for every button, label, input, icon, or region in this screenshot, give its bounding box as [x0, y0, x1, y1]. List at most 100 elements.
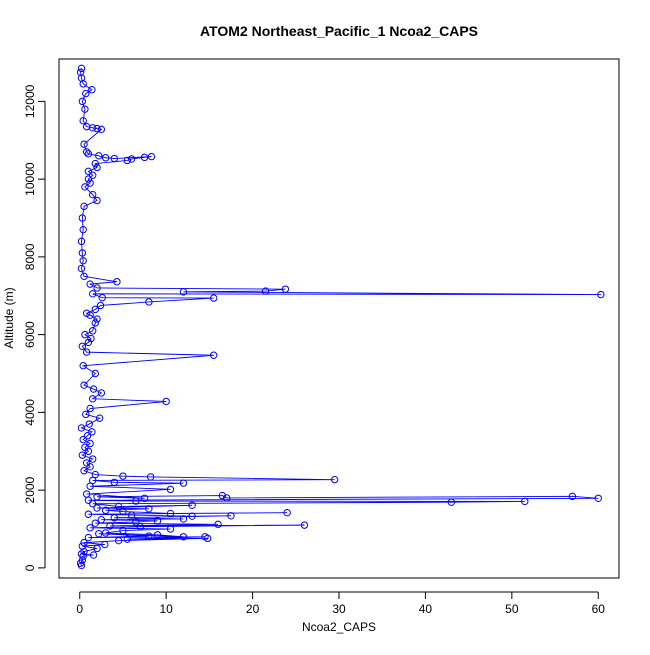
data-point — [80, 467, 88, 475]
data-point — [110, 478, 119, 487]
y-axis-label: Altitude (m) — [2, 287, 16, 348]
data-point — [93, 124, 101, 133]
data-point — [594, 494, 602, 503]
data-point — [83, 432, 92, 440]
data-point — [84, 510, 93, 518]
data-point — [261, 287, 270, 295]
data-point — [84, 338, 93, 347]
data-point — [227, 512, 235, 520]
data-point — [80, 538, 88, 547]
data-point — [222, 494, 231, 502]
data-point — [179, 288, 188, 296]
y-tick-label: 0 — [23, 564, 37, 571]
data-point — [91, 159, 99, 168]
plot-frame — [58, 58, 620, 579]
data-point — [77, 64, 86, 73]
data-point — [97, 389, 106, 397]
data-point — [77, 237, 86, 246]
data-point — [91, 470, 99, 479]
chart-title: ATOM2 Northeast_Pacific_1 Ncoa2_CAPS — [200, 23, 478, 39]
data-point — [81, 330, 89, 339]
data-point — [88, 86, 96, 94]
data-point — [81, 105, 89, 113]
data-point — [87, 334, 95, 343]
data-point — [140, 494, 149, 503]
data-point — [179, 479, 188, 487]
data-point — [89, 171, 97, 179]
data-point — [95, 529, 103, 538]
data-point — [140, 153, 149, 162]
data-point — [84, 150, 93, 158]
data-point — [97, 515, 106, 524]
data-point — [82, 89, 90, 98]
series-layer — [76, 64, 605, 570]
data-point — [597, 290, 605, 299]
data-point — [82, 122, 91, 131]
data-point — [95, 152, 103, 160]
data-point — [93, 493, 101, 501]
data-point — [101, 540, 109, 549]
x-tick-label: 50 — [505, 602, 519, 616]
data-point — [89, 455, 97, 463]
data-point — [188, 501, 196, 510]
data-point — [110, 514, 119, 522]
y-tick-label: 6000 — [23, 321, 37, 348]
data-point — [188, 512, 196, 520]
data-point — [300, 521, 309, 529]
data-point — [89, 385, 98, 393]
data-point — [179, 515, 188, 523]
data-point — [85, 420, 93, 428]
data-point — [153, 531, 162, 539]
data-point — [79, 435, 87, 444]
data-point — [447, 498, 456, 506]
data-point — [89, 190, 97, 199]
data-point — [78, 97, 87, 106]
data-point — [123, 156, 131, 165]
data-point — [521, 497, 529, 506]
data-point — [91, 519, 99, 527]
data-point — [98, 294, 106, 302]
data-point — [84, 533, 93, 542]
y-tick-label: 8000 — [23, 243, 37, 270]
data-point — [82, 490, 91, 498]
data-point — [89, 290, 97, 298]
data-point — [209, 351, 218, 359]
data-point — [91, 319, 99, 327]
data-point — [77, 264, 86, 273]
x-tick-label: 60 — [592, 602, 606, 616]
data-point — [78, 342, 87, 350]
data-point — [166, 509, 175, 518]
data-point — [86, 439, 94, 448]
data-point — [145, 298, 153, 306]
data-point — [82, 309, 91, 317]
data-point — [78, 451, 87, 459]
y-tick-label: 4000 — [23, 399, 37, 426]
data-point — [127, 511, 136, 519]
data-point — [93, 504, 101, 512]
data-point — [84, 175, 93, 183]
data-point — [119, 526, 127, 535]
data-point — [89, 395, 97, 403]
data-point — [82, 410, 90, 419]
data-point — [81, 443, 89, 452]
data-point — [218, 491, 227, 500]
data-point — [80, 272, 88, 281]
data-point — [96, 301, 105, 310]
data-point — [89, 551, 98, 559]
data-point — [283, 508, 291, 517]
data-point — [77, 424, 86, 432]
data-point — [76, 68, 85, 76]
data-point — [78, 249, 87, 257]
data-point — [330, 475, 339, 484]
data-point — [179, 533, 188, 541]
data-point — [93, 284, 101, 292]
data-point — [93, 196, 101, 205]
data-point — [78, 214, 87, 222]
data-point — [127, 155, 136, 163]
data-point — [91, 369, 99, 378]
data-point — [146, 473, 155, 481]
data-point — [81, 183, 89, 191]
data-point — [119, 507, 127, 516]
